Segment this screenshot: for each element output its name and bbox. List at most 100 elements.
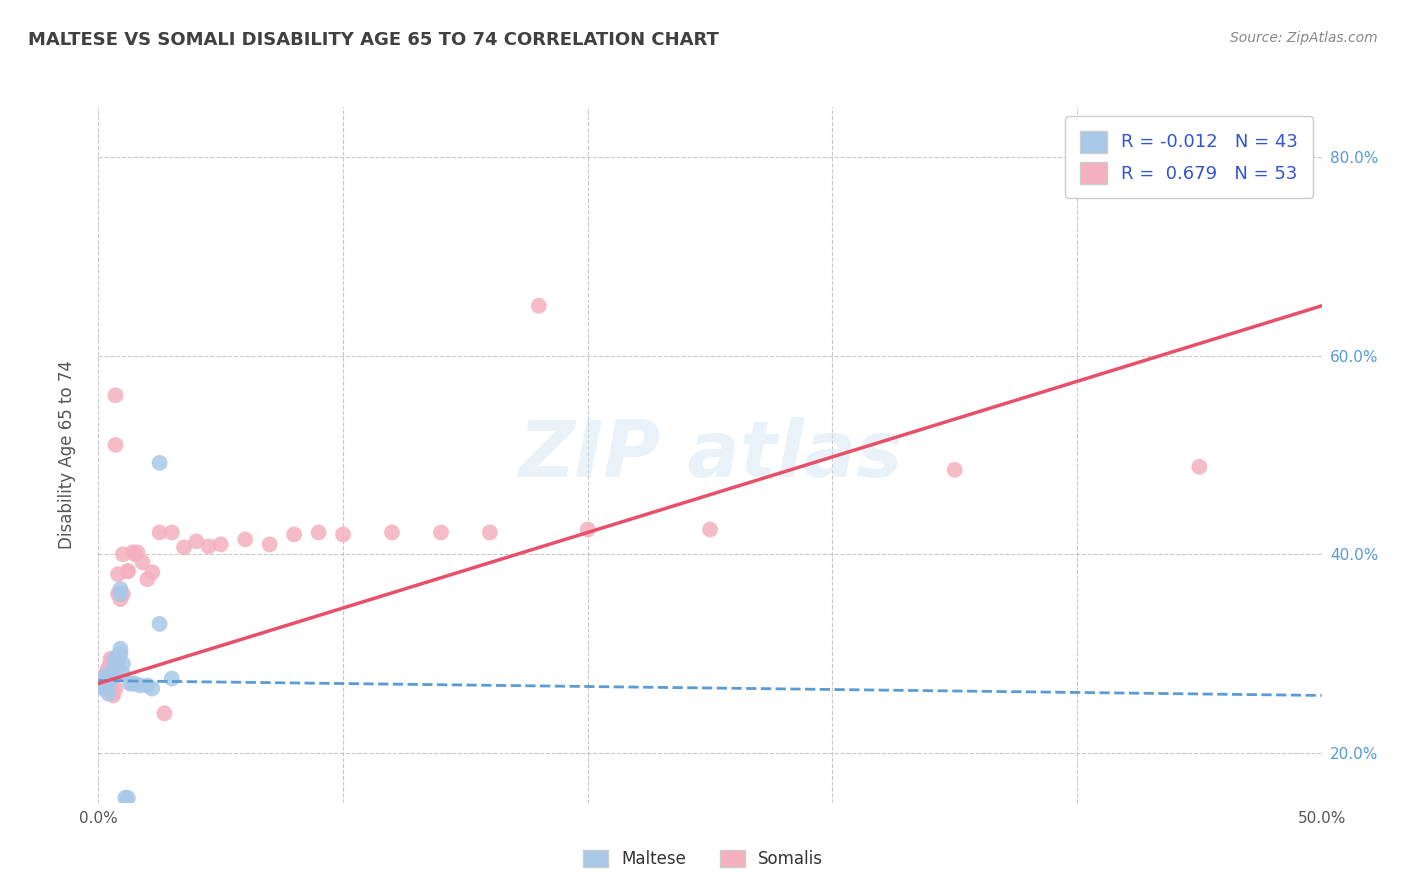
Point	[136, 572, 159, 586]
Point	[136, 679, 159, 693]
Point	[97, 676, 120, 690]
Point	[100, 668, 122, 682]
Point	[699, 523, 721, 537]
Point	[129, 679, 152, 693]
Point	[149, 616, 172, 631]
Legend: Maltese, Somalis: Maltese, Somalis	[576, 843, 830, 875]
Point	[141, 565, 163, 579]
Point	[101, 664, 124, 678]
Point	[186, 534, 208, 549]
Point	[94, 668, 117, 682]
Point	[149, 525, 172, 540]
Text: MALTESE VS SOMALI DISABILITY AGE 65 TO 74 CORRELATION CHART: MALTESE VS SOMALI DISABILITY AGE 65 TO 7…	[28, 31, 718, 49]
Point	[283, 527, 305, 541]
Text: Source: ZipAtlas.com: Source: ZipAtlas.com	[1230, 31, 1378, 45]
Point	[943, 463, 966, 477]
Point	[104, 438, 127, 452]
Point	[101, 665, 124, 679]
Point	[124, 547, 146, 561]
Point	[173, 541, 195, 555]
Point	[91, 679, 114, 693]
Point	[110, 647, 132, 661]
Point	[127, 545, 149, 559]
Point	[94, 672, 117, 686]
Point	[91, 681, 114, 696]
Point	[110, 592, 132, 607]
Point	[430, 525, 453, 540]
Point	[104, 655, 127, 669]
Point	[124, 676, 146, 690]
Legend: R = -0.012   N = 43, R =  0.679   N = 53: R = -0.012 N = 43, R = 0.679 N = 53	[1066, 116, 1313, 198]
Point	[107, 567, 129, 582]
Point	[100, 655, 122, 669]
Point	[91, 676, 114, 690]
Point	[94, 666, 117, 681]
Point	[111, 587, 134, 601]
Point	[308, 525, 330, 540]
Point	[527, 299, 550, 313]
Point	[100, 658, 122, 673]
Point	[97, 662, 120, 676]
Point	[110, 641, 132, 656]
Point	[100, 679, 122, 693]
Point	[160, 672, 183, 686]
Point	[97, 662, 120, 676]
Point	[97, 681, 120, 695]
Point	[104, 666, 127, 681]
Point	[104, 681, 127, 696]
Point	[100, 666, 122, 681]
Point	[107, 587, 129, 601]
Point	[111, 547, 134, 561]
Point	[149, 456, 172, 470]
Point	[114, 790, 136, 805]
Point	[478, 525, 501, 540]
Point	[110, 587, 132, 601]
Point	[233, 533, 256, 547]
Point	[576, 523, 599, 537]
Point	[209, 537, 232, 551]
Point	[160, 525, 183, 540]
Point	[197, 540, 219, 554]
Point	[153, 706, 176, 721]
Point	[121, 545, 143, 559]
Point	[97, 676, 120, 690]
Point	[100, 668, 122, 682]
Point	[111, 666, 134, 681]
Point	[120, 676, 142, 690]
Point	[107, 654, 129, 668]
Point	[117, 564, 139, 578]
Point	[97, 686, 120, 700]
Y-axis label: Disability Age 65 to 74: Disability Age 65 to 74	[58, 360, 76, 549]
Point	[97, 673, 120, 688]
Point	[101, 665, 124, 679]
Point	[1188, 459, 1211, 474]
Point	[94, 672, 117, 686]
Point	[332, 527, 354, 541]
Point	[111, 657, 134, 671]
Point	[101, 662, 124, 676]
Point	[107, 648, 129, 663]
Text: ZIP atlas: ZIP atlas	[517, 417, 903, 493]
Point	[100, 651, 122, 665]
Point	[90, 679, 112, 693]
Point	[117, 790, 139, 805]
Point	[91, 674, 114, 689]
Point	[141, 681, 163, 696]
Point	[94, 674, 117, 689]
Point	[90, 676, 112, 690]
Point	[104, 655, 127, 669]
Point	[91, 681, 114, 695]
Point	[101, 689, 124, 703]
Point	[100, 673, 122, 687]
Point	[121, 676, 143, 690]
Point	[90, 676, 112, 690]
Point	[104, 651, 127, 665]
Point	[117, 564, 139, 578]
Point	[94, 668, 117, 682]
Point	[259, 537, 281, 551]
Point	[104, 388, 127, 402]
Point	[131, 555, 153, 569]
Point	[381, 525, 404, 540]
Point	[90, 679, 112, 693]
Point	[110, 582, 132, 596]
